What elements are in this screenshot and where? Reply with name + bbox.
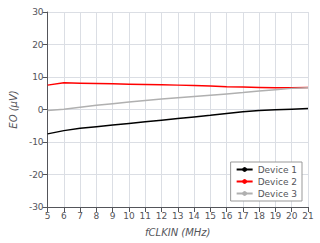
svg-text:5: 5 bbox=[45, 211, 51, 221]
svg-text:-20: -20 bbox=[29, 170, 44, 180]
svg-text:11: 11 bbox=[140, 211, 151, 221]
svg-text:20: 20 bbox=[32, 40, 44, 50]
svg-text:10: 10 bbox=[123, 211, 135, 221]
svg-text:-10: -10 bbox=[29, 137, 44, 147]
svg-text:8: 8 bbox=[94, 211, 100, 221]
svg-text:17: 17 bbox=[237, 211, 248, 221]
svg-text:Device 3: Device 3 bbox=[258, 189, 297, 199]
svg-text:19: 19 bbox=[270, 211, 282, 221]
svg-text:30: 30 bbox=[32, 7, 44, 17]
svg-text:Device 2: Device 2 bbox=[258, 177, 297, 187]
svg-text:13: 13 bbox=[172, 211, 183, 221]
svg-text:6: 6 bbox=[61, 211, 67, 221]
svg-text:15: 15 bbox=[205, 211, 216, 221]
svg-text:16: 16 bbox=[221, 211, 233, 221]
svg-text:Device 1: Device 1 bbox=[258, 165, 297, 175]
svg-text:10: 10 bbox=[32, 72, 44, 82]
svg-text:14: 14 bbox=[188, 211, 200, 221]
svg-text:18: 18 bbox=[253, 211, 265, 221]
svg-text:7: 7 bbox=[77, 211, 83, 221]
svg-text:20: 20 bbox=[286, 211, 298, 221]
svg-text:0: 0 bbox=[38, 105, 44, 115]
svg-text:EO (μV): EO (μV) bbox=[8, 90, 19, 128]
svg-text:12: 12 bbox=[156, 211, 167, 221]
svg-text:21: 21 bbox=[302, 211, 313, 221]
svg-text:fCLKIN (MHz): fCLKIN (MHz) bbox=[145, 227, 210, 238]
svg-text:-30: -30 bbox=[29, 202, 44, 212]
svg-text:9: 9 bbox=[110, 211, 116, 221]
